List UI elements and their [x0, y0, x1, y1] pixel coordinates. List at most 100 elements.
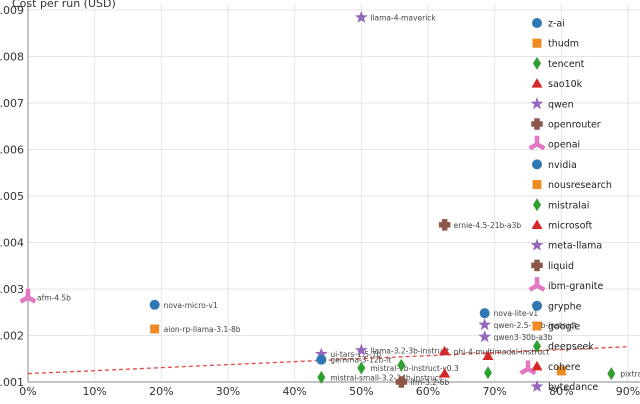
y-tick-label: 0.004: [0, 237, 24, 250]
legend-label: openrouter: [548, 120, 601, 131]
legend-marker: [532, 38, 542, 48]
point-label: mistral-7b-instruct-v0.3: [370, 364, 459, 373]
legend-marker: [531, 118, 543, 130]
point-label: gemma-3-12b-it: [330, 356, 391, 365]
x-tick-label: 90%: [616, 385, 640, 398]
trendline-path: [27, 346, 629, 375]
legend-label: cohere: [548, 362, 581, 373]
data-point: [556, 366, 566, 376]
legend-marker: [531, 360, 543, 371]
data-point: [395, 376, 408, 388]
legend-label: openai: [548, 140, 580, 151]
x-tick-label: 70%: [482, 385, 506, 398]
data-point: [397, 358, 406, 372]
point-label: qwen3-30b-a3b: [494, 333, 553, 342]
x-tick-label: 20%: [149, 385, 173, 398]
legend-label: tencent: [548, 59, 585, 70]
legend-item: mistralai: [533, 198, 589, 212]
legend-marker: [532, 321, 542, 331]
point-label: afm-4.5b: [37, 293, 71, 302]
legend-item: z-ai: [532, 18, 565, 30]
legend-item: deepseek: [533, 339, 594, 353]
legend-label: bytedance: [548, 382, 598, 393]
point-label: llama-4-maverick: [370, 13, 436, 22]
legend-label: microsoft: [548, 221, 593, 232]
legend-item: openai: [528, 135, 580, 151]
data-point: [479, 308, 490, 319]
legend-marker: [533, 198, 541, 212]
legend-label: deepseek: [548, 342, 594, 353]
point-label: llama-3.2-3b-instruct: [370, 346, 449, 355]
legend-item: gryphe: [532, 300, 582, 312]
legend-item: thudm: [532, 38, 579, 50]
legend-label: qwen: [548, 99, 574, 110]
data-point: [150, 324, 160, 334]
legend-label: meta-llama: [548, 241, 602, 252]
legend-label: nousresearch: [548, 180, 612, 191]
data-point: [519, 360, 537, 376]
data-point: [607, 367, 616, 381]
y-tick-label: 0.008: [0, 51, 24, 64]
legend-item: meta-llama: [530, 238, 602, 252]
legend-marker: [531, 259, 543, 272]
point-label: lfm-3.2-6b: [410, 378, 449, 387]
data-point: [354, 10, 368, 23]
axes: 0% 10% 20% 30% 40% 50% 60% 70% 80% 90% 0.001 0.002 0…: [0, 4, 640, 398]
point-label: phi-4-multimodal-instruct: [454, 347, 550, 356]
legend-marker: [528, 135, 546, 151]
legend-marker: [530, 379, 544, 393]
point-label: pixtral-12b: [620, 370, 640, 379]
data-point: [317, 370, 326, 384]
data-point: [478, 318, 492, 331]
legend-item: tencent: [533, 56, 585, 70]
x-tick-label: 40%: [282, 385, 306, 398]
legend-marker: [531, 219, 543, 229]
y-tick-label: 0.003: [0, 283, 24, 296]
point-label: mistral-small-3.2-24b-instruct: [330, 373, 442, 382]
legend-label: nvidia: [548, 160, 577, 171]
trendline: [27, 346, 629, 375]
y-tick-label: 0.006: [0, 144, 24, 157]
data-point: [482, 350, 494, 360]
legend-item: cohere: [531, 360, 581, 373]
legend-marker: [532, 300, 542, 311]
legend-label: thudm: [548, 39, 579, 50]
y-axis-title: Cost per run (USD): [12, 0, 116, 10]
legend-item: nousresearch: [532, 180, 612, 191]
legend-marker: [528, 277, 546, 292]
legend-label: mistralai: [548, 200, 589, 211]
legend-label: ibm-granite: [548, 281, 603, 292]
data-point: [354, 343, 368, 356]
data-point: [484, 366, 492, 380]
legend: z-ai thudm tencent sao10k qwen openrouter open…: [528, 18, 612, 393]
legend-label: gryphe: [548, 301, 582, 312]
legend-label: liquid: [548, 261, 574, 272]
y-tick-label: 0.002: [0, 330, 24, 343]
legend-marker: [531, 78, 543, 88]
data-point: [478, 330, 492, 343]
data-point: [19, 288, 37, 304]
point-label: aion-rp-llama-3.1-8b: [164, 325, 241, 334]
legend-item: microsoft: [531, 219, 593, 232]
point-label: nova-micro-v1: [164, 301, 218, 310]
legend-item: qwen: [530, 97, 574, 110]
legend-marker: [530, 97, 544, 110]
data-point: [314, 347, 328, 360]
y-tick-label: 0.001: [0, 376, 24, 389]
point-label: ernie-4.5-21b-a3b: [454, 221, 522, 230]
y-tick-label: 0.009: [0, 4, 24, 17]
legend-item: openrouter: [531, 118, 601, 131]
data-point: [316, 354, 327, 365]
legend-marker: [532, 180, 542, 190]
x-tick-label: 30%: [216, 385, 240, 398]
data-point: [439, 368, 451, 378]
y-tick-label: 0.005: [0, 190, 24, 203]
legend-item: nvidia: [532, 159, 577, 171]
data-point: [357, 361, 366, 375]
legend-item: liquid: [531, 259, 574, 272]
legend-label: sao10k: [548, 79, 583, 90]
legend-item: sao10k: [531, 78, 583, 90]
x-tick-label: 80%: [549, 385, 573, 398]
